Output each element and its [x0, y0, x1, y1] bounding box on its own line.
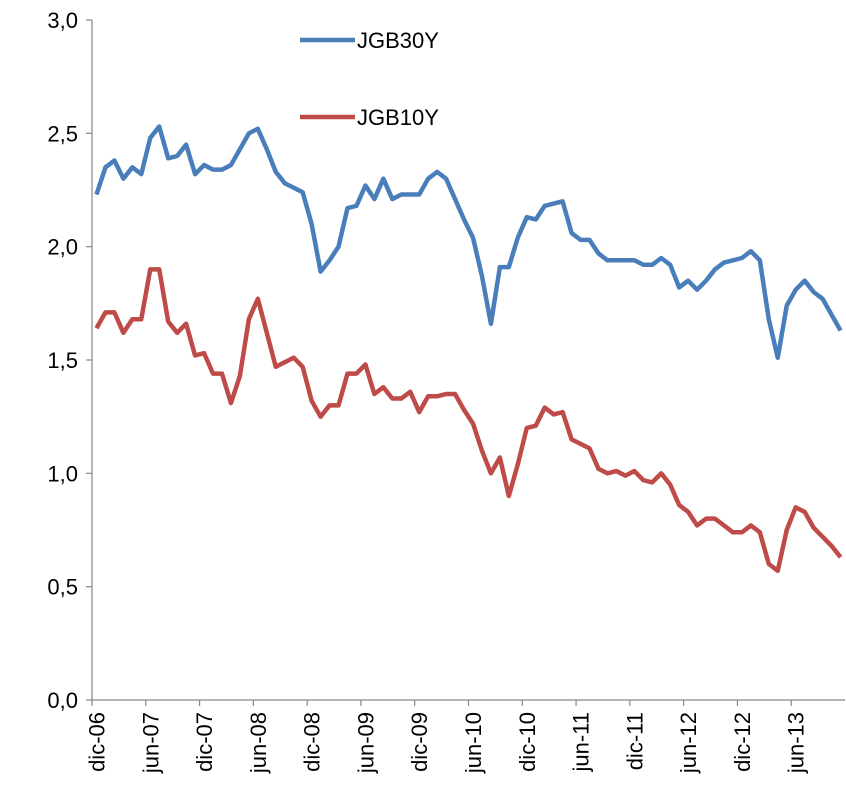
y-tick-label: 2,5 — [47, 121, 78, 146]
legend-label: JGB30Y — [357, 28, 439, 53]
x-tick-label: dic-06 — [84, 712, 109, 772]
x-tick-label: jun-12 — [676, 712, 701, 774]
y-tick-label: 2,0 — [47, 235, 78, 260]
y-tick-label: 0,0 — [47, 688, 78, 713]
x-tick-label: dic-12 — [730, 712, 755, 772]
y-tick-label: 0,5 — [47, 575, 78, 600]
x-tick-label: dic-08 — [300, 712, 325, 772]
x-tick-label: jun-08 — [246, 712, 271, 774]
series-line — [94, 267, 843, 574]
x-tick-label: jun-09 — [353, 712, 378, 774]
x-tick-label: dic-07 — [192, 712, 217, 772]
x-tick-label: jun-07 — [138, 712, 163, 774]
x-tick-label: jun-11 — [569, 712, 594, 773]
y-tick-label: 1,5 — [47, 348, 78, 373]
legend-label: JGB10Y — [357, 105, 439, 130]
y-tick-label: 3,0 — [47, 8, 78, 33]
x-tick-label: dic-09 — [407, 712, 432, 772]
x-tick-label: dic-11 — [622, 712, 647, 770]
series-line — [94, 124, 843, 360]
x-tick-label: jun-13 — [784, 712, 809, 774]
x-tick-label: jun-10 — [461, 712, 486, 774]
y-tick-label: 1,0 — [47, 461, 78, 486]
x-tick-label: dic-10 — [515, 712, 540, 772]
